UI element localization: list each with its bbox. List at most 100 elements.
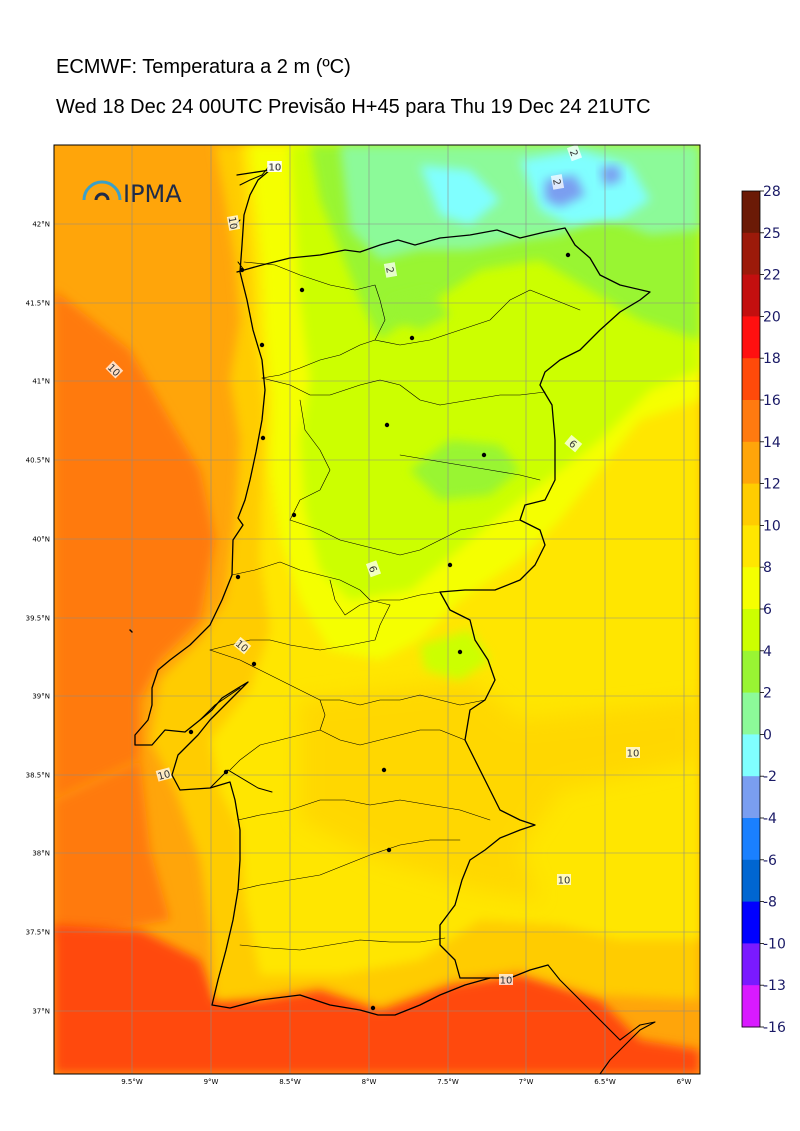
city-viseu-marker [384,422,390,428]
colorbar-label: 25 [763,226,781,242]
svg-text:6: 6 [566,439,578,452]
contour-label: 6 [564,434,583,453]
logo-arc-outer-icon [82,180,122,201]
colorbar-label: -13 [763,978,786,994]
map-subtitle: Wed 18 Dec 24 00UTC Previsão H+45 para T… [56,96,651,118]
colorbar-label: 12 [763,477,781,493]
lat-tick-label: 38.5°N [26,772,50,780]
colorbar-swatch [742,525,760,568]
colorbar-swatch [742,859,760,903]
lat-tick-label: 38°N [32,850,50,858]
svg-text:10: 10 [157,769,172,783]
colorbar-swatch [742,692,760,735]
colorbar-label: -16 [763,1020,786,1036]
city-castelo-branco-marker [447,562,453,568]
colorbar-label: 0 [763,727,772,743]
contour-label: 10 [268,161,282,174]
ipma-logo: IPMA [82,180,182,208]
city-beja-marker [386,847,392,853]
contour-label: 10 [225,215,241,231]
lat-tick-label: 41°N [32,378,50,386]
colorbar-swatch [742,400,760,443]
lat-tick-label: 39°N [32,693,50,701]
colorbar-swatch [742,358,760,401]
colorbar-label: 14 [763,435,781,451]
lat-tick-label: 42°N [32,221,50,229]
gibraltar-coast [547,964,656,1074]
colorbar-label: -6 [763,853,777,869]
lon-tick-label: 8.5°W [279,1078,301,1086]
city-setubal-marker [223,769,229,775]
lat-tick-label: 37°N [32,1008,50,1016]
colorbar-label: -4 [763,811,777,827]
lon-tick-label: 7.5°W [437,1078,459,1086]
lat-tick-label: 39.5°N [26,615,50,623]
svg-text:10: 10 [558,876,571,887]
lat-tick-label: 40°N [32,536,50,544]
lon-tick-label: 6°W [677,1078,692,1086]
city-leiria-marker [235,574,241,580]
temperature-field [54,145,700,1074]
city-aveiro-marker [260,435,266,441]
city-porto-marker [259,342,265,348]
colorbar-swatch [742,232,760,276]
sado-estuary [209,769,273,793]
city-braga-marker [299,287,305,293]
tagus-estuary [199,687,241,721]
svg-text:2: 2 [383,266,395,274]
colorbar-swatch [742,274,760,317]
contour-label: 2 [550,174,565,190]
svg-text:10: 10 [269,163,282,174]
colorbar-label: 6 [763,602,772,618]
spain-border [236,227,651,979]
city-vila-real-marker [409,335,415,341]
colorbar-swatch [742,483,760,526]
colorbar-swatch [742,567,760,610]
coastline [134,169,549,1016]
district-borders [209,261,581,951]
city-viana-marker [239,267,245,273]
colorbar-swatch [742,441,760,485]
city-faro-marker [370,1005,376,1011]
contour-label: 10 [155,767,173,783]
colorbar-label: 8 [763,560,772,576]
lon-tick-label: 9.5°W [121,1078,143,1086]
contour-label: 10 [499,974,513,987]
map-frame [53,144,701,1075]
colorbar-label: 28 [763,184,781,200]
lat-tick-label: 40.5°N [26,457,50,465]
contour-label: 10 [626,747,640,760]
latitude-labels: 42°N 41.5°N 41°N 40.5°N 40°N 39.5°N 39°N 38.5°N… [26,221,50,1016]
contour-label: 6 [366,560,382,578]
city-coimbra-marker [291,512,297,518]
colorbar-label: 18 [763,351,781,367]
colorbar-label: 2 [763,686,772,702]
svg-text:10: 10 [500,976,513,987]
city-portalegre-marker [457,649,463,655]
lon-tick-label: 8°W [362,1078,377,1086]
city-lisboa-marker [188,729,194,735]
colorbar-swatch [742,943,760,986]
city-santarem-marker [251,661,257,667]
logo-arc-inner-icon [94,192,110,201]
colorbar-label: 20 [763,309,781,325]
city-markers [188,252,571,1011]
city-evora-marker [381,767,387,773]
colorbar-swatch [742,734,760,777]
city-braganca-marker [565,252,571,258]
colorbar-label: -2 [763,769,777,785]
colorbar-label: -8 [763,895,777,911]
city-guarda-marker [481,452,487,458]
svg-text:10: 10 [627,749,640,760]
svg-text:2: 2 [550,178,562,186]
contour-label: 10 [557,874,571,887]
lon-tick-label: 9°W [204,1078,219,1086]
lon-tick-label: 6.5°W [594,1078,616,1086]
colorbar-swatch [742,609,760,652]
lat-tick-label: 41.5°N [26,300,50,308]
map-title: ECMWF: Temperatura a 2 m (ºC) [56,56,351,78]
colorbar-swatch [742,776,760,819]
colorbar-label: -10 [763,936,786,952]
